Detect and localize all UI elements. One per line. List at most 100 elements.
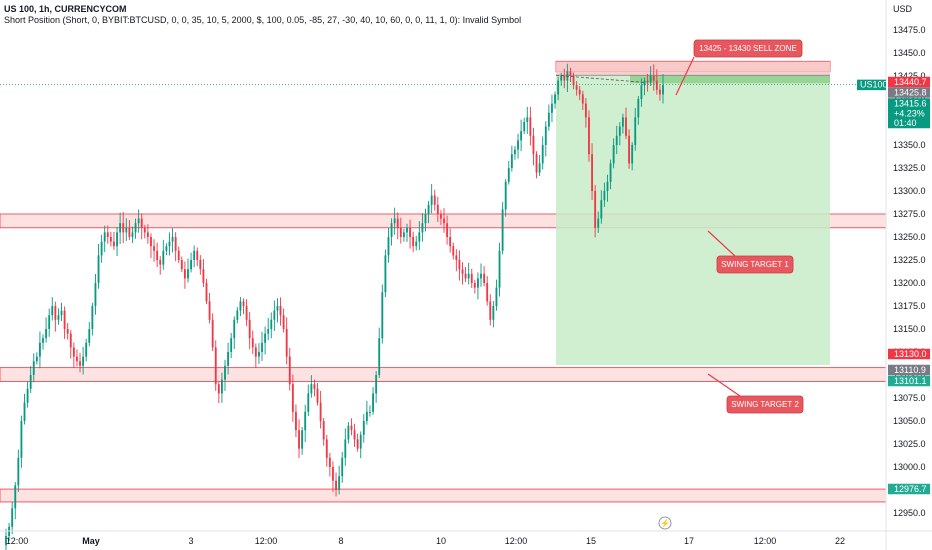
candle-body — [39, 342, 41, 357]
candle-body — [258, 352, 260, 357]
candle-body — [310, 384, 313, 394]
symbol-tag-label: US100 — [860, 80, 888, 90]
candle-body — [316, 388, 319, 403]
candle-body — [82, 356, 85, 366]
candle-body — [547, 112, 550, 127]
candle-body — [264, 333, 267, 343]
price-badge-label: +4.23% — [894, 109, 925, 119]
x-tick-label: 12:00 — [255, 536, 278, 546]
candle-body — [94, 283, 97, 306]
symbol-tag — [857, 79, 886, 91]
candle-body — [128, 227, 131, 237]
candle-body — [227, 352, 230, 366]
candle-body — [208, 301, 211, 320]
price-badge — [888, 108, 930, 119]
price-badge-label: 12976.7 — [894, 484, 927, 494]
callout-label: SWING TARGET 1 — [721, 260, 789, 269]
candle-body — [220, 379, 223, 394]
candle-body — [276, 306, 279, 311]
candle-body — [597, 218, 600, 228]
y-tick-label: 13275.0 — [893, 209, 926, 219]
candle-body — [362, 421, 365, 435]
candle-body — [224, 365, 226, 380]
candle-body — [143, 227, 146, 233]
candle-body — [42, 338, 44, 343]
candle-body — [446, 223, 449, 237]
candle-body — [32, 361, 35, 375]
candle-body — [557, 80, 560, 95]
candle-body — [298, 430, 300, 449]
candle-body — [461, 269, 464, 274]
price-badge — [888, 76, 930, 88]
candle-body — [66, 329, 69, 334]
candle-body — [116, 232, 118, 247]
candle-body — [510, 154, 513, 168]
candle-body — [406, 227, 408, 233]
candle-body — [356, 439, 359, 449]
price-badge — [888, 98, 930, 109]
candle-body — [242, 301, 245, 306]
candle-body — [347, 425, 350, 440]
candle-body — [196, 250, 199, 260]
candle-body — [588, 117, 590, 155]
candle-body — [439, 214, 442, 219]
candle-body — [507, 168, 510, 182]
candle-body — [600, 200, 603, 219]
candle-body — [69, 333, 72, 348]
candle-body — [174, 237, 177, 251]
candle-body — [162, 250, 165, 265]
y-tick-label: 13475.0 — [893, 25, 926, 35]
candle-body — [146, 232, 149, 237]
callout-box — [693, 39, 803, 58]
lightning-icon — [658, 516, 672, 530]
candle-body — [156, 250, 159, 260]
candle-body — [230, 338, 233, 352]
candle-body — [199, 260, 202, 270]
candle-body — [399, 227, 402, 237]
candle-body — [517, 140, 519, 150]
candle-body — [427, 204, 430, 214]
candle-body — [131, 232, 134, 237]
candle-body — [470, 273, 473, 283]
candles-layer — [5, 63, 664, 550]
candle-body — [501, 209, 504, 251]
candle-body — [153, 246, 155, 251]
candle-body — [211, 319, 214, 348]
x-tick-label: 10 — [436, 536, 446, 546]
callout-pointer — [707, 373, 741, 397]
candle-body — [205, 283, 208, 302]
y-tick-label: 13425.0 — [893, 71, 926, 81]
y-tick-label: 13025.0 — [893, 439, 926, 449]
candle-body — [29, 375, 32, 389]
candle-body — [387, 237, 390, 256]
x-tick-label: 8 — [338, 536, 343, 546]
candle-body — [504, 181, 507, 210]
candle-body — [190, 260, 192, 270]
candle-body — [304, 411, 307, 431]
candle-body — [473, 283, 476, 288]
candle-body — [233, 319, 236, 339]
candle-body — [91, 306, 94, 329]
candle-body — [245, 306, 248, 320]
candle-body — [390, 223, 393, 237]
candle-body — [177, 250, 180, 260]
candle-body — [60, 310, 63, 316]
price-badge-label: 13425.8 — [894, 88, 927, 98]
candle-body — [449, 237, 452, 247]
candle-body — [634, 117, 637, 145]
candle-body — [350, 425, 353, 431]
zone-swing-target-2 — [0, 367, 887, 382]
candle-body — [171, 237, 174, 242]
position-layer — [556, 61, 830, 365]
candle-body — [418, 232, 421, 242]
x-tick-label: 3 — [188, 536, 193, 546]
candle-body — [514, 149, 516, 155]
candle-body — [322, 421, 325, 440]
candle-body — [35, 356, 38, 362]
candle-body — [193, 250, 196, 260]
candle-body — [344, 439, 347, 458]
price-badge — [888, 375, 930, 387]
candle-body — [103, 232, 106, 242]
